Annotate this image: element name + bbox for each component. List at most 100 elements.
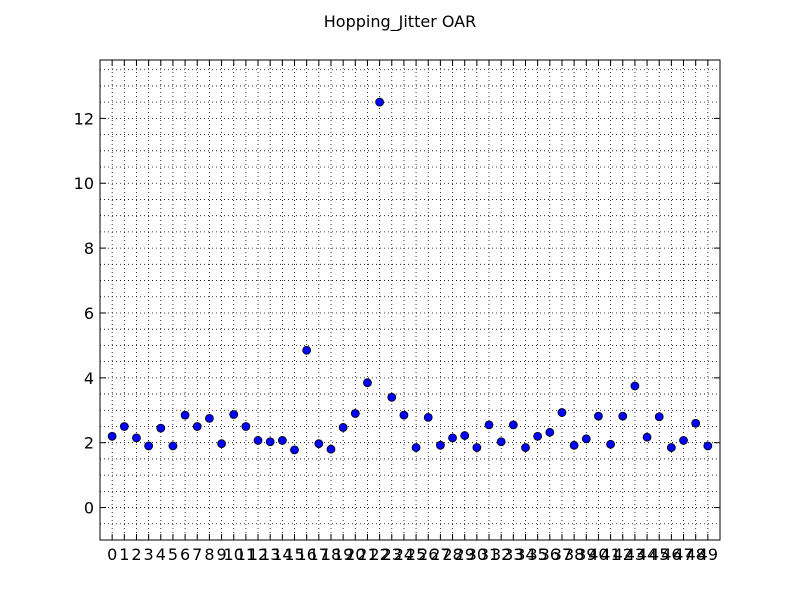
x-tick-label: 17 — [309, 545, 329, 564]
x-tick-label: 47 — [673, 545, 693, 564]
x-tick-label: 0 — [107, 545, 117, 564]
x-tick-label: 23 — [382, 545, 402, 564]
data-point — [654, 412, 664, 422]
data-point — [265, 437, 275, 447]
x-tick-label: 11 — [236, 545, 256, 564]
x-tick-label: 12 — [248, 545, 268, 564]
plot-area-frame — [99, 59, 721, 541]
y-tick-label: 4 — [84, 369, 94, 388]
data-point — [679, 436, 688, 445]
data-point — [217, 439, 226, 449]
chart-title: Hopping_Jitter OAR — [324, 12, 476, 32]
y-tick-label: 10 — [74, 174, 94, 193]
x-tick-label: 20 — [345, 545, 365, 564]
x-tick-label: 48 — [686, 545, 706, 564]
data-point — [448, 433, 457, 443]
y-tick-label: 8 — [84, 239, 94, 258]
grid-lines — [100, 60, 720, 541]
data-point — [630, 381, 640, 391]
data-point — [314, 439, 324, 449]
data-point — [581, 434, 591, 444]
data-point — [107, 431, 117, 441]
data-point — [703, 441, 713, 451]
data-point — [606, 439, 615, 449]
data-point — [156, 423, 166, 433]
x-tick-label: 1 — [119, 545, 129, 564]
data-point — [618, 411, 628, 421]
axis-ticks — [100, 60, 720, 540]
data-point — [435, 440, 445, 450]
data-point — [411, 443, 421, 452]
data-point — [338, 423, 348, 432]
data-point — [350, 409, 360, 418]
x-tick-label: 13 — [260, 545, 280, 564]
data-point — [557, 408, 567, 417]
x-tick-label: 37 — [552, 545, 572, 564]
data-point — [533, 431, 543, 441]
data-point — [363, 378, 372, 388]
data-points — [107, 97, 713, 455]
data-point — [180, 410, 190, 420]
data-point — [132, 433, 141, 443]
x-tick-label: 33 — [503, 545, 523, 564]
data-point — [119, 422, 129, 431]
data-point — [472, 443, 482, 452]
x-tick-label: 7 — [192, 545, 202, 564]
x-tick-label: 5 — [168, 545, 178, 564]
x-tick-label: 39 — [576, 545, 596, 564]
data-point — [290, 445, 299, 455]
x-tick-label: 31 — [479, 545, 499, 564]
x-tick-label: 9 — [216, 545, 226, 564]
x-tick-label: 46 — [661, 545, 681, 564]
data-point — [496, 437, 506, 447]
x-tick-label: 18 — [321, 545, 341, 564]
x-tick-label: 32 — [491, 545, 511, 564]
x-tick-label: 49 — [698, 545, 718, 564]
x-tick-label: 30 — [467, 545, 487, 564]
data-point — [302, 345, 312, 355]
x-tick-label: 3 — [144, 545, 154, 564]
data-point — [168, 441, 178, 451]
x-tick-label: 28 — [442, 545, 462, 564]
data-point — [192, 422, 202, 431]
data-point — [375, 97, 385, 107]
data-point — [387, 392, 397, 402]
data-point — [205, 413, 214, 423]
x-tick-label: 34 — [515, 545, 535, 564]
x-tick-label: 10 — [224, 545, 244, 564]
data-point — [144, 441, 154, 451]
y-tick-label: 0 — [84, 499, 94, 518]
x-tick-label: 16 — [296, 545, 316, 564]
data-point — [423, 413, 433, 422]
data-point — [666, 443, 676, 452]
y-tick-label: 2 — [84, 434, 94, 453]
x-tick-label: 26 — [418, 545, 438, 564]
x-tick-label: 24 — [394, 545, 414, 564]
x-tick-label: 42 — [613, 545, 633, 564]
y-tick-label: 6 — [84, 304, 94, 323]
x-tick-label: 8 — [204, 545, 214, 564]
x-tick-label: 4 — [156, 545, 166, 564]
data-point — [594, 411, 603, 421]
data-point — [229, 410, 239, 419]
x-tick-label: 43 — [625, 545, 645, 564]
data-point — [460, 431, 470, 440]
x-tick-label: 25 — [406, 545, 426, 564]
x-tick-label: 6 — [180, 545, 190, 564]
x-tick-label: 21 — [357, 545, 377, 564]
y-tick-labels: 0 2 4 6 8 10 12 — [74, 109, 94, 517]
x-tick-label: 2 — [131, 545, 141, 564]
x-tick-label: 35 — [527, 545, 547, 564]
data-point — [399, 410, 409, 420]
x-tick-label: 14 — [272, 545, 292, 564]
data-point — [545, 427, 555, 437]
data-point — [253, 436, 263, 445]
y-tick-label: 12 — [74, 109, 94, 128]
x-tick-label: 36 — [540, 545, 560, 564]
x-tick-label: 44 — [637, 545, 657, 564]
data-point — [326, 444, 336, 454]
x-tick-label: 27 — [430, 545, 450, 564]
x-tick-label: 15 — [284, 545, 304, 564]
data-point — [241, 422, 251, 431]
